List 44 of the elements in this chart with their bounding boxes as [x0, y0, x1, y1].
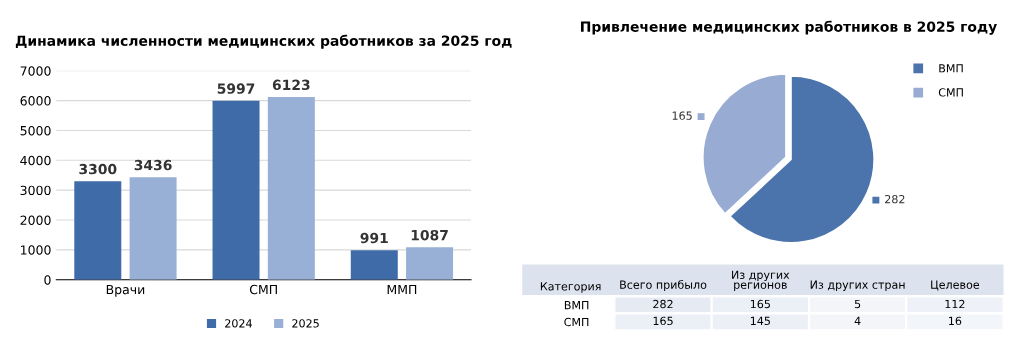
data-label: 16: [949, 316, 962, 326]
x-tick-label: ММП: [387, 284, 417, 295]
chart-title: Привлечение медицинских работников в 2025 году: [581, 20, 997, 35]
x-tick-label: Целевое: [931, 280, 980, 291]
data-label: 145: [750, 316, 770, 326]
y-tick-label: 6000: [20, 96, 51, 106]
bar: [406, 247, 454, 280]
chart-title: Динамика численности медицинских работников за 2025 год: [15, 34, 512, 49]
data-label: 5997: [217, 83, 255, 94]
y-tick-label: 1000: [21, 245, 51, 255]
legend-label: СМП: [938, 88, 963, 97]
data-label: 6123: [272, 79, 310, 91]
data-label: 991: [360, 232, 388, 244]
x-tick-label: Врачи: [106, 284, 145, 297]
data-label: 1087: [411, 229, 448, 241]
data-label: 165: [750, 299, 770, 309]
y-tick-label: 2000: [20, 215, 51, 225]
data-label: 5: [854, 299, 861, 309]
y-tick-label: 7000: [20, 66, 51, 76]
data-label: 165: [653, 316, 673, 326]
data-label: 282: [885, 194, 905, 204]
bar: [267, 96, 315, 280]
data-label: 3300: [79, 163, 117, 175]
y-tick-label: 0: [44, 275, 51, 285]
bar: [129, 177, 177, 280]
x-tick-label: СМП: [249, 284, 277, 295]
legend-label: ВМП: [939, 64, 963, 73]
bar: [74, 181, 122, 280]
legend-label: 2025: [292, 319, 319, 328]
data-label: 165: [672, 111, 692, 120]
x-tick-label: Из других стран: [810, 280, 905, 291]
y-tick-label: 4000: [20, 155, 51, 166]
data-label: 112: [945, 299, 965, 309]
y-tick-label: 3000: [20, 185, 51, 196]
x-tick-label: Из других регионов: [732, 270, 790, 291]
bar: [350, 250, 398, 280]
y-tick-label: 5000: [20, 125, 51, 136]
y-axis-title: Категория: [540, 282, 601, 293]
data-label: 4: [854, 316, 861, 325]
data-label: 3436: [134, 159, 172, 171]
bar: [212, 100, 260, 280]
data-label: 282: [653, 299, 673, 309]
legend-label: 2024: [225, 319, 252, 328]
x-tick-label: Всего прибыло: [620, 280, 707, 291]
